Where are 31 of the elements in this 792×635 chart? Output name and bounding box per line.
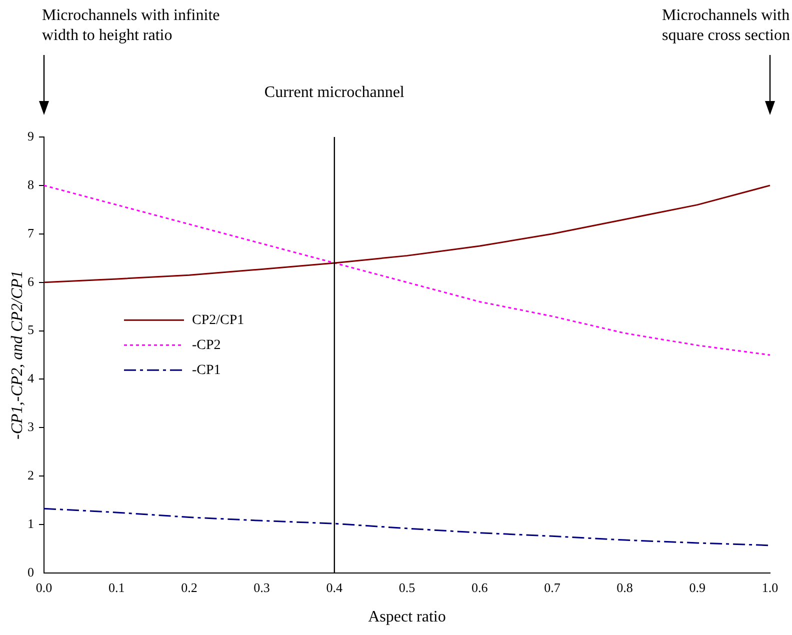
x-tick-label: 0.7 — [544, 580, 561, 595]
x-tick-label: 0.3 — [254, 580, 270, 595]
y-tick-label: 5 — [28, 322, 34, 338]
x-tick-label: 0.8 — [616, 580, 633, 595]
x-tick-label: 0.9 — [689, 580, 706, 595]
y-tick-label: 7 — [28, 225, 34, 240]
y-axis-title: -CP1,-CP2, and CP2/CP1 — [8, 270, 26, 440]
legend-label: CP2/CP1 — [192, 312, 244, 328]
y-tick-label: 2 — [28, 468, 34, 483]
legend-label: -CP1 — [192, 362, 221, 378]
y-tick-label: 0 — [28, 564, 34, 580]
y-tick-label: 3 — [28, 419, 34, 434]
legend-label: -CP2 — [192, 338, 221, 353]
y-tick-label: 9 — [28, 128, 34, 144]
line-series — [43, 184, 771, 356]
y-tick-label: 1 — [28, 516, 34, 531]
y-tick-label: 6 — [28, 274, 34, 289]
x-tick-label: 0.0 — [36, 580, 52, 595]
x-tick-label: 1.0 — [762, 580, 778, 595]
text: Microchannels with square cross section — [662, 7, 790, 44]
x-tick-label: 0.1 — [108, 580, 125, 595]
x-tick-label: 0.5 — [398, 580, 416, 595]
x-tick-label: 0.2 — [181, 580, 198, 595]
ref-line-label: Current microchannel — [264, 84, 405, 101]
x-tick-label: 0.6 — [471, 580, 488, 595]
y-tick-label: 4 — [28, 370, 34, 386]
x-tick-label: 0.4 — [326, 580, 344, 595]
text: Microchannels with infinite width to height ratio — [42, 7, 220, 44]
line-series — [43, 508, 771, 546]
x-axis-title: Aspect ratio — [368, 608, 446, 626]
y-tick-label: 8 — [28, 176, 34, 192]
